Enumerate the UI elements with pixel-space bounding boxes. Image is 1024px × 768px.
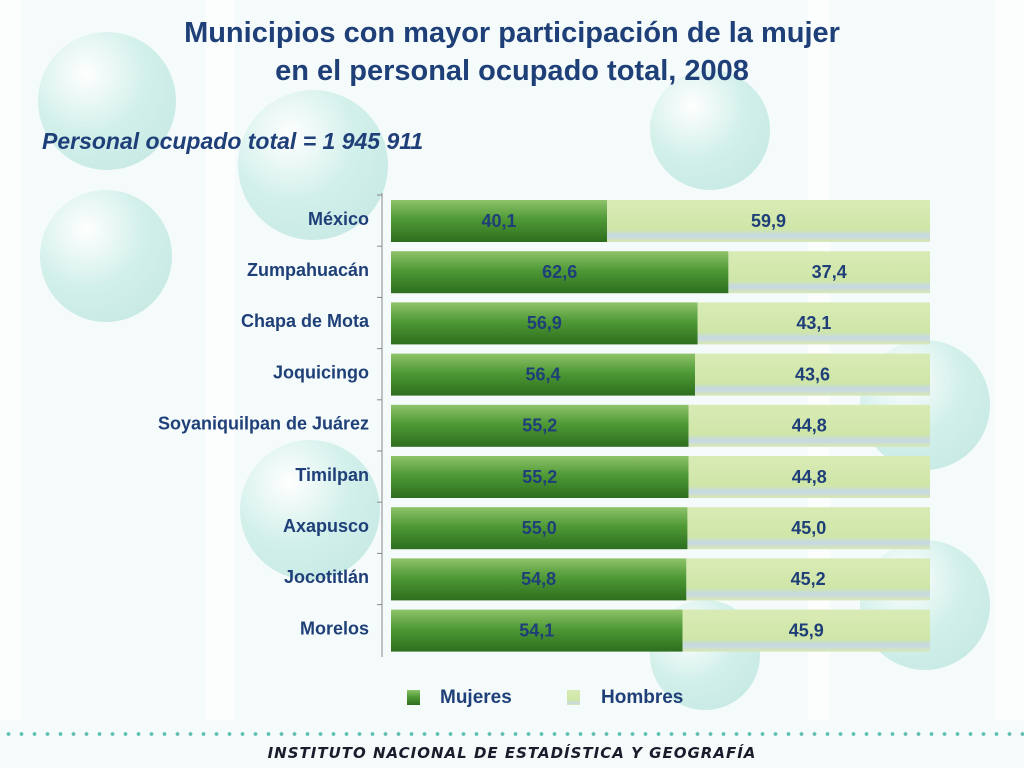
data-label-mujeres: 62,6 bbox=[542, 262, 577, 282]
bar-mujeres bbox=[391, 507, 688, 550]
category-label: Timilpan bbox=[295, 465, 369, 485]
bar-hombres bbox=[688, 404, 930, 447]
data-label-hombres: 43,6 bbox=[795, 364, 830, 384]
title-line-1: Municipios con mayor participación de la… bbox=[184, 17, 840, 49]
dotted-divider bbox=[0, 727, 1024, 741]
data-label-hombres: 45,2 bbox=[791, 569, 826, 589]
data-label-hombres: 43,1 bbox=[796, 313, 831, 333]
category-label: Jocotitlán bbox=[284, 567, 369, 587]
category-label: Joquicingo bbox=[273, 362, 369, 382]
bar-mujeres bbox=[391, 353, 695, 396]
category-label: Soyaniquilpan de Juárez bbox=[158, 414, 369, 434]
bar-mujeres bbox=[391, 609, 683, 652]
background-stripe bbox=[0, 0, 22, 720]
bar-mujeres bbox=[391, 302, 698, 345]
category-label: Chapa de Mota bbox=[241, 311, 370, 331]
decorative-bubble bbox=[238, 90, 388, 240]
category-label: Morelos bbox=[300, 618, 369, 638]
legend: Mujeres Hombres bbox=[407, 687, 683, 708]
legend-label-hombres: Hombres bbox=[601, 687, 683, 708]
background-stripe bbox=[205, 0, 235, 720]
data-label-mujeres: 55,2 bbox=[522, 467, 557, 487]
data-label-hombres: 45,9 bbox=[789, 620, 824, 640]
bar-mujeres bbox=[391, 251, 729, 294]
data-label-hombres: 59,9 bbox=[751, 211, 786, 231]
title-line-2: en el personal ocupado total, 2008 bbox=[275, 55, 749, 87]
chart-subtitle: Personal ocupado total = 1 945 911 bbox=[42, 128, 424, 154]
bar-hombres bbox=[687, 507, 930, 550]
footer-institution: INSTITUTO NACIONAL DE ESTADÍSTICA Y GEOG… bbox=[267, 744, 757, 762]
data-label-mujeres: 56,9 bbox=[527, 313, 562, 333]
plot-area: México 40,1 59,9 Zumpahuacán 62,6 37,4 Chapa d… bbox=[158, 193, 930, 657]
background-stripe bbox=[995, 0, 1024, 720]
stacked-bar-chart: México 40,1 59,9 Zumpahuacán 62,6 37,4 Chapa d… bbox=[158, 193, 930, 708]
legend-swatch-hombres bbox=[567, 690, 580, 705]
category-label: Zumpahuacán bbox=[247, 260, 369, 280]
page-title: Municipios con mayor participación de la… bbox=[0, 14, 1024, 90]
decorative-bubble bbox=[240, 440, 380, 580]
data-label-hombres: 44,8 bbox=[792, 416, 827, 436]
legend-label-mujeres: Mujeres bbox=[440, 687, 512, 708]
bar-hombres bbox=[697, 302, 930, 345]
data-label-mujeres: 55,0 bbox=[522, 518, 557, 538]
data-label-mujeres: 55,2 bbox=[522, 416, 557, 436]
bar-mujeres bbox=[391, 200, 608, 242]
bar-mujeres bbox=[391, 558, 687, 601]
legend-swatch-mujeres bbox=[407, 690, 420, 705]
bar-mujeres bbox=[391, 456, 689, 498]
bar-hombres bbox=[682, 609, 930, 652]
bar-hombres bbox=[686, 558, 930, 601]
category-label: México bbox=[308, 209, 369, 229]
decorative-bubble bbox=[40, 190, 172, 322]
data-label-mujeres: 40,1 bbox=[482, 211, 517, 231]
decorative-bubble bbox=[650, 70, 770, 190]
bar-hombres bbox=[694, 353, 930, 396]
data-label-hombres: 37,4 bbox=[812, 262, 847, 282]
data-label-hombres: 44,8 bbox=[792, 467, 827, 487]
data-label-hombres: 45,0 bbox=[791, 518, 826, 538]
bar-hombres bbox=[728, 251, 930, 294]
bar-hombres bbox=[688, 456, 930, 498]
category-label: Axapusco bbox=[283, 516, 369, 536]
decorative-bubble bbox=[38, 32, 176, 170]
data-label-mujeres: 56,4 bbox=[525, 364, 560, 384]
bar-mujeres bbox=[391, 404, 689, 447]
bar-hombres bbox=[607, 200, 930, 242]
data-label-mujeres: 54,1 bbox=[519, 620, 554, 640]
data-label-mujeres: 54,8 bbox=[521, 569, 556, 589]
